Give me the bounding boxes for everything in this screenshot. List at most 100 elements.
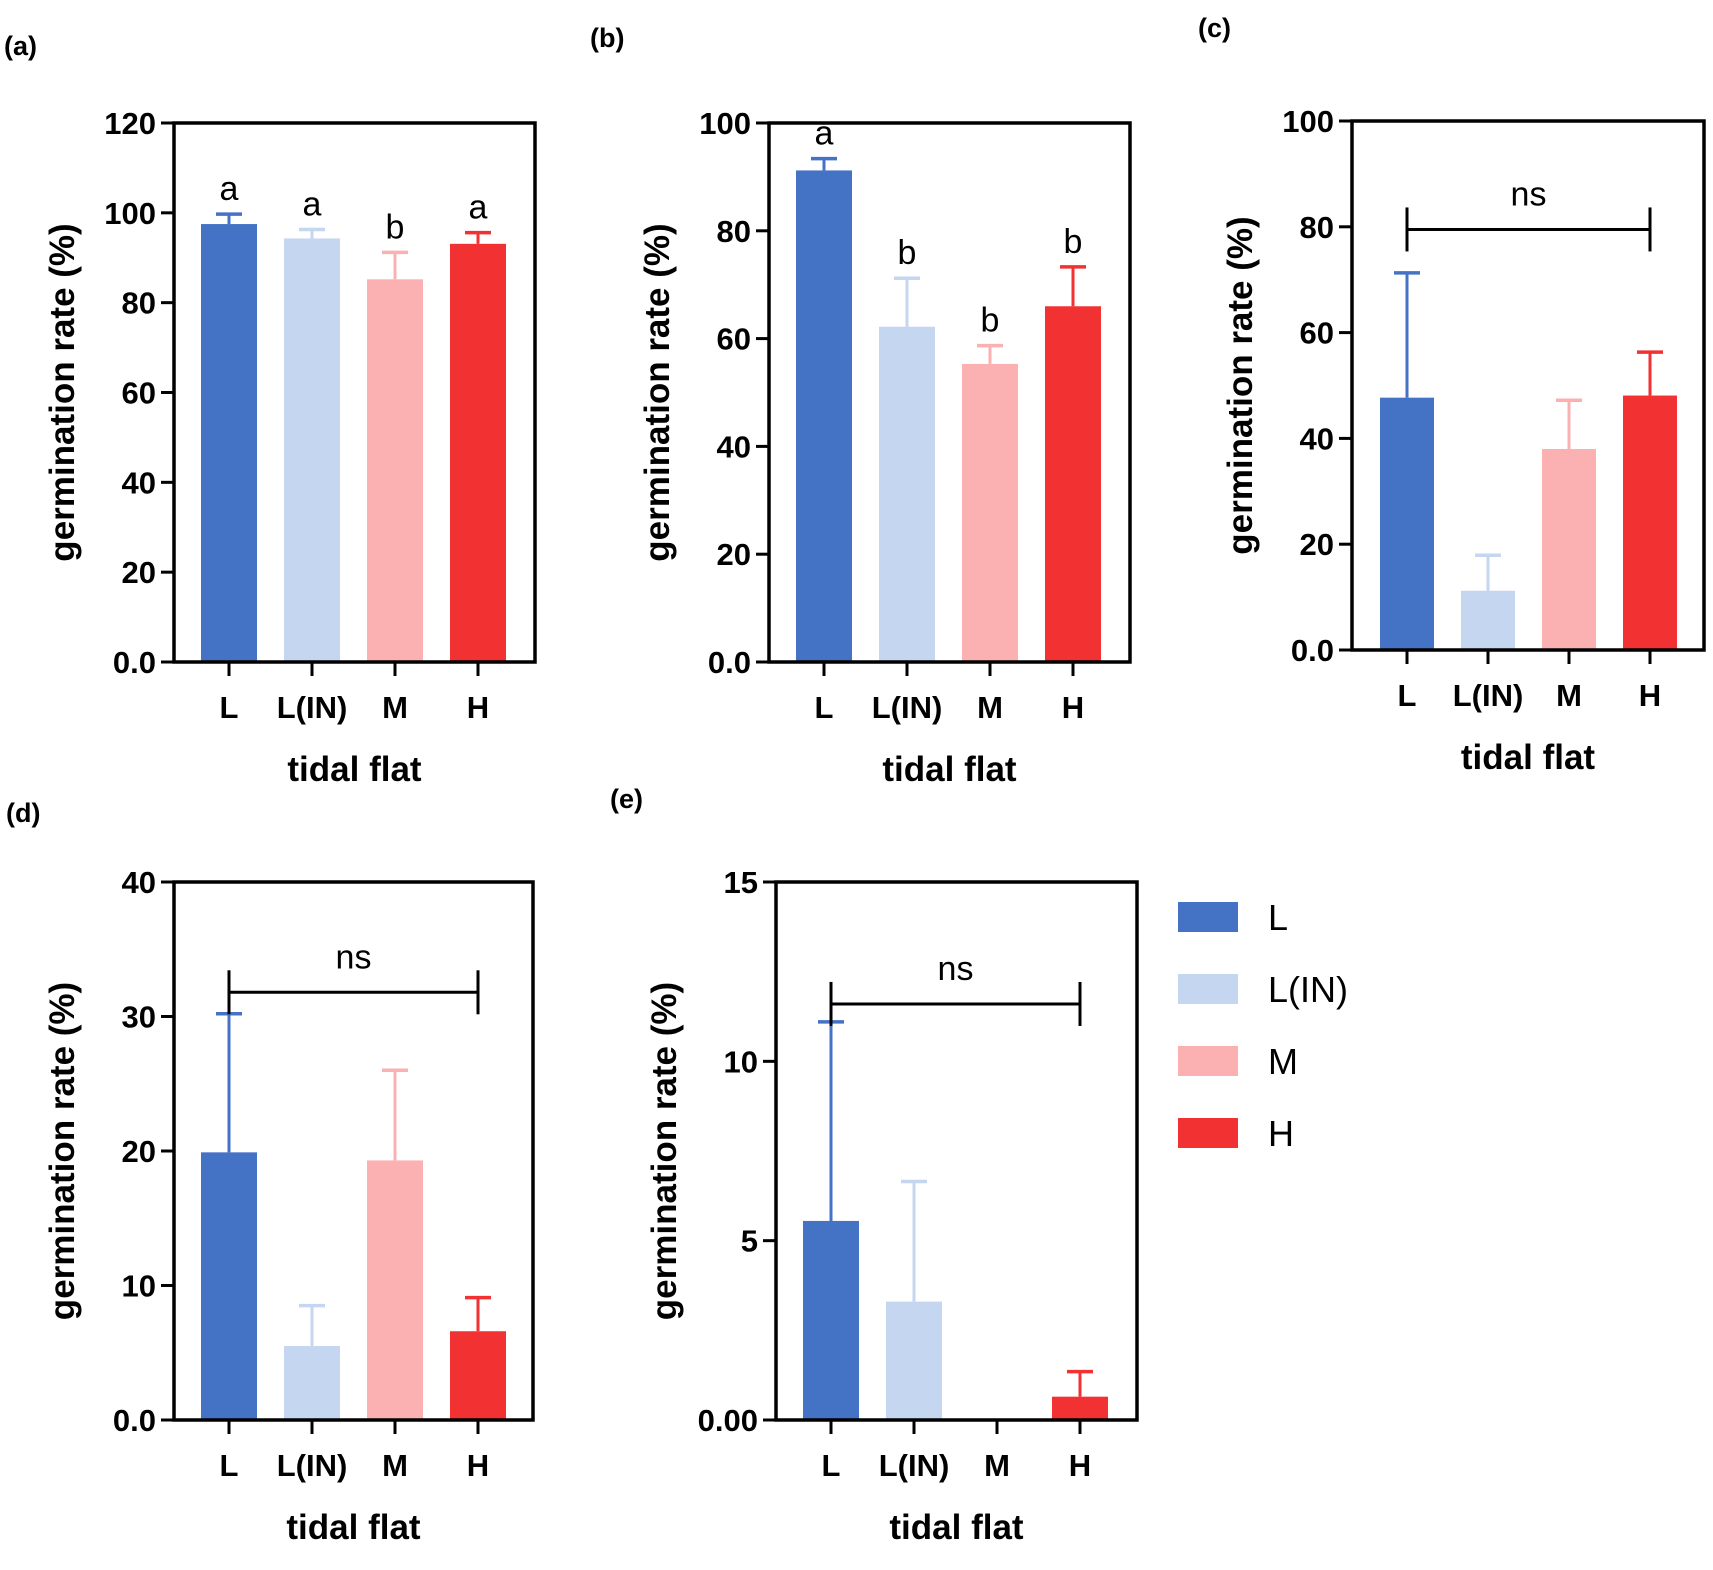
y-axis-title: germination rate (%) xyxy=(638,223,677,561)
panel-label: (c) xyxy=(1198,13,1231,43)
significance-label: b xyxy=(386,208,405,246)
bar-m xyxy=(1542,448,1596,650)
y-axis-title: germination rate (%) xyxy=(645,982,684,1320)
x-tick-label: L xyxy=(220,690,239,725)
y-tick-label: 100 xyxy=(1282,104,1334,139)
x-axis-title: tidal flat xyxy=(1461,738,1596,777)
y-tick-label: 60 xyxy=(717,322,751,357)
significance-label: a xyxy=(303,185,322,223)
y-tick-label: 40 xyxy=(122,465,156,500)
x-tick-label: M xyxy=(382,1448,408,1483)
bar-l xyxy=(201,224,257,662)
y-tick-label: 40 xyxy=(1300,421,1334,456)
bar-l xyxy=(803,1220,859,1420)
y-tick-label: 0.0 xyxy=(113,1403,156,1438)
panel-label: (a) xyxy=(4,31,37,61)
panel-label: (b) xyxy=(590,23,624,53)
y-tick-label: 60 xyxy=(122,376,156,411)
plot-frame xyxy=(1350,119,1706,652)
significance-label: a xyxy=(815,115,834,153)
y-axis-title: germination rate (%) xyxy=(1221,216,1260,554)
bar-lin xyxy=(284,1346,340,1420)
y-tick-label: 80 xyxy=(1300,210,1334,245)
y-tick-label: 10 xyxy=(724,1044,758,1079)
legend-label: L xyxy=(1268,897,1288,938)
y-axis-title: germination rate (%) xyxy=(43,223,82,561)
x-tick-label: L xyxy=(1398,678,1417,713)
legend-label: M xyxy=(1268,1041,1298,1082)
y-tick-label: 60 xyxy=(1300,316,1334,351)
y-tick-label: 20 xyxy=(122,1134,156,1169)
x-tick-label: H xyxy=(1639,678,1661,713)
legend-swatch xyxy=(1178,1118,1238,1148)
y-tick-label: 0.0 xyxy=(708,645,751,680)
significance-label: b xyxy=(898,234,917,272)
y-tick-label: 40 xyxy=(717,429,751,464)
y-axis-title: germination rate (%) xyxy=(43,982,82,1320)
y-tick-label: 30 xyxy=(122,1000,156,1035)
bar-h xyxy=(1623,395,1677,650)
significance-label: a xyxy=(469,189,488,227)
significance-label: a xyxy=(220,170,239,208)
y-tick-label: 20 xyxy=(122,555,156,590)
legend-label: H xyxy=(1268,1113,1294,1154)
bar-l xyxy=(201,1152,257,1420)
plot-frame xyxy=(774,880,1139,1422)
x-tick-label: M xyxy=(382,690,408,725)
significance-label: b xyxy=(981,302,1000,340)
x-tick-label: L(IN) xyxy=(277,690,348,725)
significance-label: b xyxy=(1064,223,1083,261)
plot-frame xyxy=(767,121,1132,664)
x-tick-label: L(IN) xyxy=(872,690,943,725)
y-tick-label: 80 xyxy=(717,214,751,249)
x-axis-title: tidal flat xyxy=(287,750,422,789)
x-tick-label: H xyxy=(1062,690,1084,725)
y-tick-label: 15 xyxy=(724,865,758,900)
x-axis-title: tidal flat xyxy=(882,750,1017,789)
y-tick-label: 120 xyxy=(104,106,156,141)
x-axis-title: tidal flat xyxy=(889,1508,1024,1547)
bar-l xyxy=(796,170,852,662)
y-tick-label: 0.00 xyxy=(698,1403,758,1438)
x-tick-label: M xyxy=(984,1448,1010,1483)
x-tick-label: M xyxy=(1556,678,1582,713)
legend-swatch xyxy=(1178,974,1238,1004)
bar-h xyxy=(1052,1396,1108,1420)
x-tick-label: L xyxy=(822,1448,841,1483)
y-tick-label: 10 xyxy=(122,1269,156,1304)
legend-swatch xyxy=(1178,902,1238,932)
y-tick-label: 100 xyxy=(104,196,156,231)
bar-lin xyxy=(886,1301,942,1420)
legend-swatch xyxy=(1178,1046,1238,1076)
bar-h xyxy=(450,1331,506,1420)
x-tick-label: L(IN) xyxy=(879,1448,950,1483)
x-tick-label: L(IN) xyxy=(1453,678,1524,713)
bar-h xyxy=(450,243,506,662)
x-tick-label: H xyxy=(467,690,489,725)
bar-m xyxy=(962,363,1018,662)
bar-m xyxy=(367,279,423,662)
bar-lin xyxy=(879,326,935,662)
legend: L L(IN) MH xyxy=(1178,897,1348,1154)
ns-label: ns xyxy=(336,938,372,976)
x-axis-title: tidal flat xyxy=(286,1508,421,1547)
bar-m xyxy=(367,1160,423,1420)
ns-label: ns xyxy=(1511,175,1547,213)
panel-label: (d) xyxy=(6,798,40,828)
y-tick-label: 5 xyxy=(741,1224,758,1259)
ns-label: ns xyxy=(938,950,974,988)
x-tick-label: H xyxy=(1069,1448,1091,1483)
legend-label: L(IN) xyxy=(1268,969,1348,1010)
x-tick-label: L xyxy=(815,690,834,725)
x-tick-label: L xyxy=(220,1448,239,1483)
bar-lin xyxy=(284,238,340,662)
panel-label: (e) xyxy=(610,784,643,814)
y-tick-label: 0.0 xyxy=(113,645,156,680)
y-tick-label: 20 xyxy=(717,537,751,572)
